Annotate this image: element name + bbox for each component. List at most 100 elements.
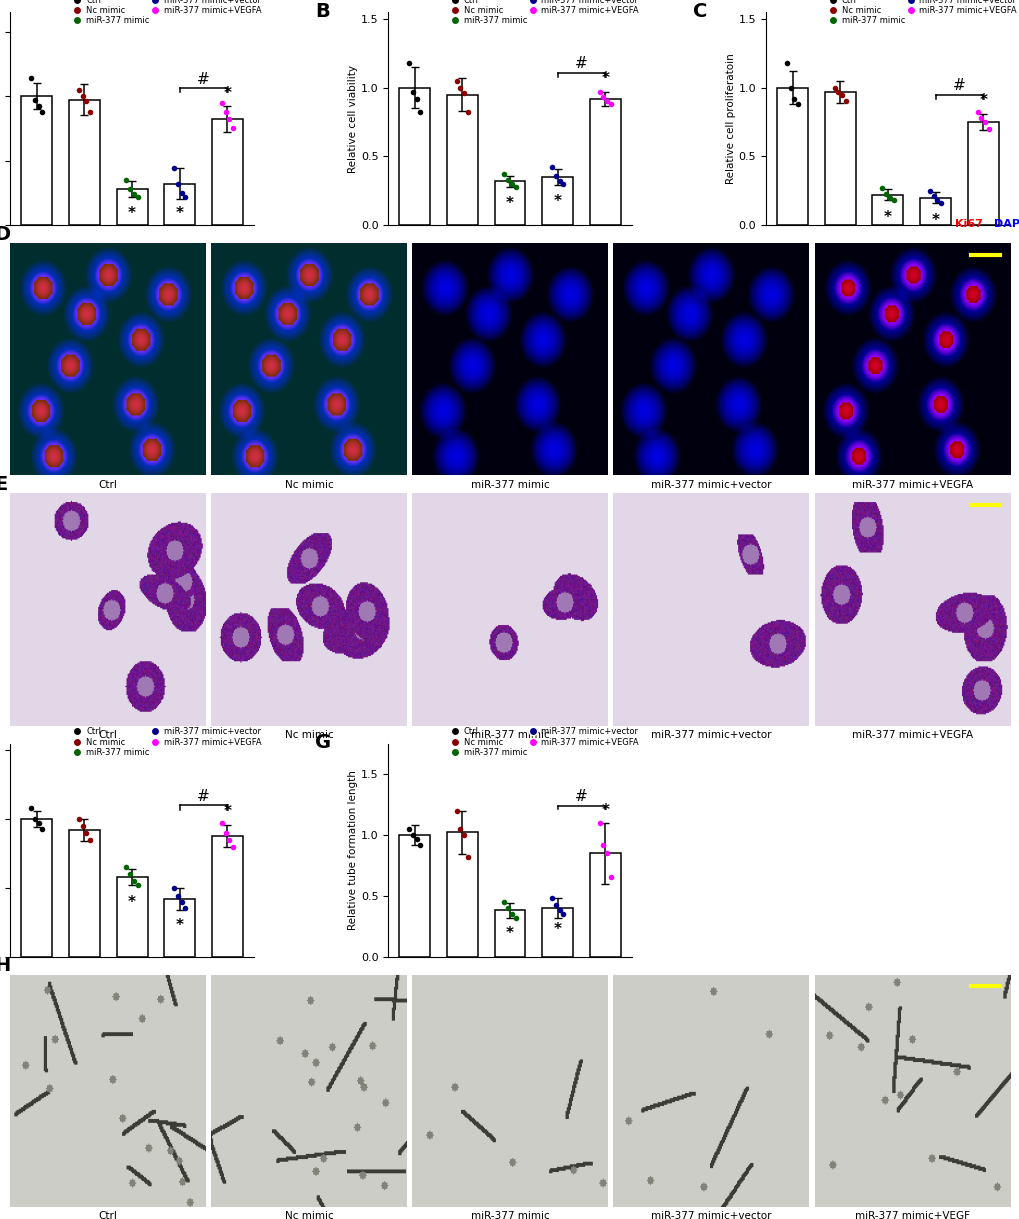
Point — [595, 835, 611, 855]
Point — [405, 82, 421, 101]
Bar — [116, 876, 148, 957]
Point — [928, 190, 945, 210]
Point — [786, 89, 802, 108]
X-axis label: miR-377 mimic+VEGFA: miR-377 mimic+VEGFA — [851, 479, 972, 490]
Bar — [494, 911, 525, 957]
Point — [82, 830, 98, 850]
Point — [551, 901, 568, 920]
Point — [591, 82, 607, 101]
Legend: Ctrl, Nc mimic, miR-377 mimic, miR-377 mimic+vector, miR-377 mimic+VEGFA: Ctrl, Nc mimic, miR-377 mimic, miR-377 m… — [451, 727, 639, 758]
Point — [169, 174, 185, 194]
Point — [507, 908, 524, 928]
Point — [825, 78, 842, 98]
Point — [78, 823, 95, 842]
Point — [213, 93, 229, 112]
Point — [408, 89, 424, 108]
Text: *: * — [553, 194, 561, 208]
Text: E: E — [0, 474, 8, 494]
Point — [31, 96, 47, 116]
Point — [129, 875, 146, 895]
Point — [177, 898, 194, 918]
Y-axis label: Relative cell viability: Relative cell viability — [347, 65, 358, 173]
Bar — [967, 122, 998, 226]
Y-axis label: Relative tube formation length: Relative tube formation length — [347, 770, 358, 930]
Text: *: * — [175, 918, 183, 933]
Point — [412, 835, 428, 855]
Point — [547, 896, 564, 915]
Point — [26, 90, 43, 110]
Text: Ki67: Ki67 — [954, 219, 982, 229]
Point — [26, 809, 43, 829]
Point — [31, 813, 47, 833]
Point — [602, 868, 619, 887]
Text: #: # — [952, 78, 965, 93]
Text: DAPI: DAPI — [994, 219, 1019, 229]
Point — [173, 183, 190, 202]
Text: #: # — [197, 72, 210, 87]
X-axis label: Ctrl: Ctrl — [98, 479, 117, 490]
Point — [543, 889, 559, 908]
Point — [221, 830, 237, 850]
Point — [129, 187, 146, 206]
Point — [495, 892, 512, 912]
X-axis label: Nc mimic: Nc mimic — [284, 479, 333, 490]
Point — [74, 87, 91, 106]
Point — [980, 119, 997, 139]
Text: *: * — [505, 196, 514, 211]
Text: *: * — [128, 206, 136, 221]
Point — [70, 809, 87, 829]
Bar — [919, 197, 950, 226]
Point — [834, 85, 850, 105]
Point — [551, 172, 568, 191]
Point — [602, 95, 619, 115]
Point — [177, 187, 194, 206]
Point — [877, 184, 894, 204]
Text: #: # — [197, 789, 210, 805]
Point — [503, 174, 520, 194]
X-axis label: Nc mimic: Nc mimic — [284, 730, 333, 740]
Point — [125, 184, 142, 204]
Bar — [542, 177, 573, 226]
Bar — [824, 91, 855, 226]
Point — [82, 102, 98, 122]
Point — [169, 886, 185, 906]
Point — [495, 165, 512, 184]
X-axis label: miR-377 mimic: miR-377 mimic — [470, 1210, 549, 1219]
Point — [932, 194, 949, 213]
Point — [74, 817, 91, 836]
Point — [405, 825, 421, 845]
Point — [880, 188, 897, 207]
Bar — [69, 100, 100, 226]
Y-axis label: Relative cell proliferatoin: Relative cell proliferatoin — [726, 54, 735, 184]
Text: C: C — [692, 1, 706, 21]
Point — [400, 54, 417, 73]
Bar — [494, 182, 525, 226]
X-axis label: miR-377 mimic: miR-377 mimic — [470, 479, 549, 490]
Point — [35, 819, 51, 839]
Bar — [212, 119, 243, 226]
Bar — [164, 184, 195, 226]
Point — [777, 54, 794, 73]
Point — [790, 95, 806, 115]
Text: *: * — [601, 803, 608, 818]
Point — [217, 823, 233, 842]
Point — [829, 82, 846, 101]
Text: *: * — [553, 923, 561, 937]
Point — [837, 91, 853, 111]
Bar — [21, 819, 52, 957]
Text: #: # — [575, 790, 587, 805]
Point — [873, 178, 890, 197]
Bar — [21, 96, 52, 226]
X-axis label: Nc mimic: Nc mimic — [284, 1210, 333, 1219]
Bar — [398, 835, 430, 957]
Point — [22, 798, 39, 818]
Point — [118, 857, 135, 876]
Point — [173, 892, 190, 912]
Point — [35, 102, 51, 122]
X-axis label: miR-377 mimic: miR-377 mimic — [470, 730, 549, 740]
Point — [503, 904, 520, 924]
Point — [78, 91, 95, 111]
Point — [924, 187, 941, 206]
Text: *: * — [883, 210, 891, 226]
Point — [166, 158, 182, 178]
